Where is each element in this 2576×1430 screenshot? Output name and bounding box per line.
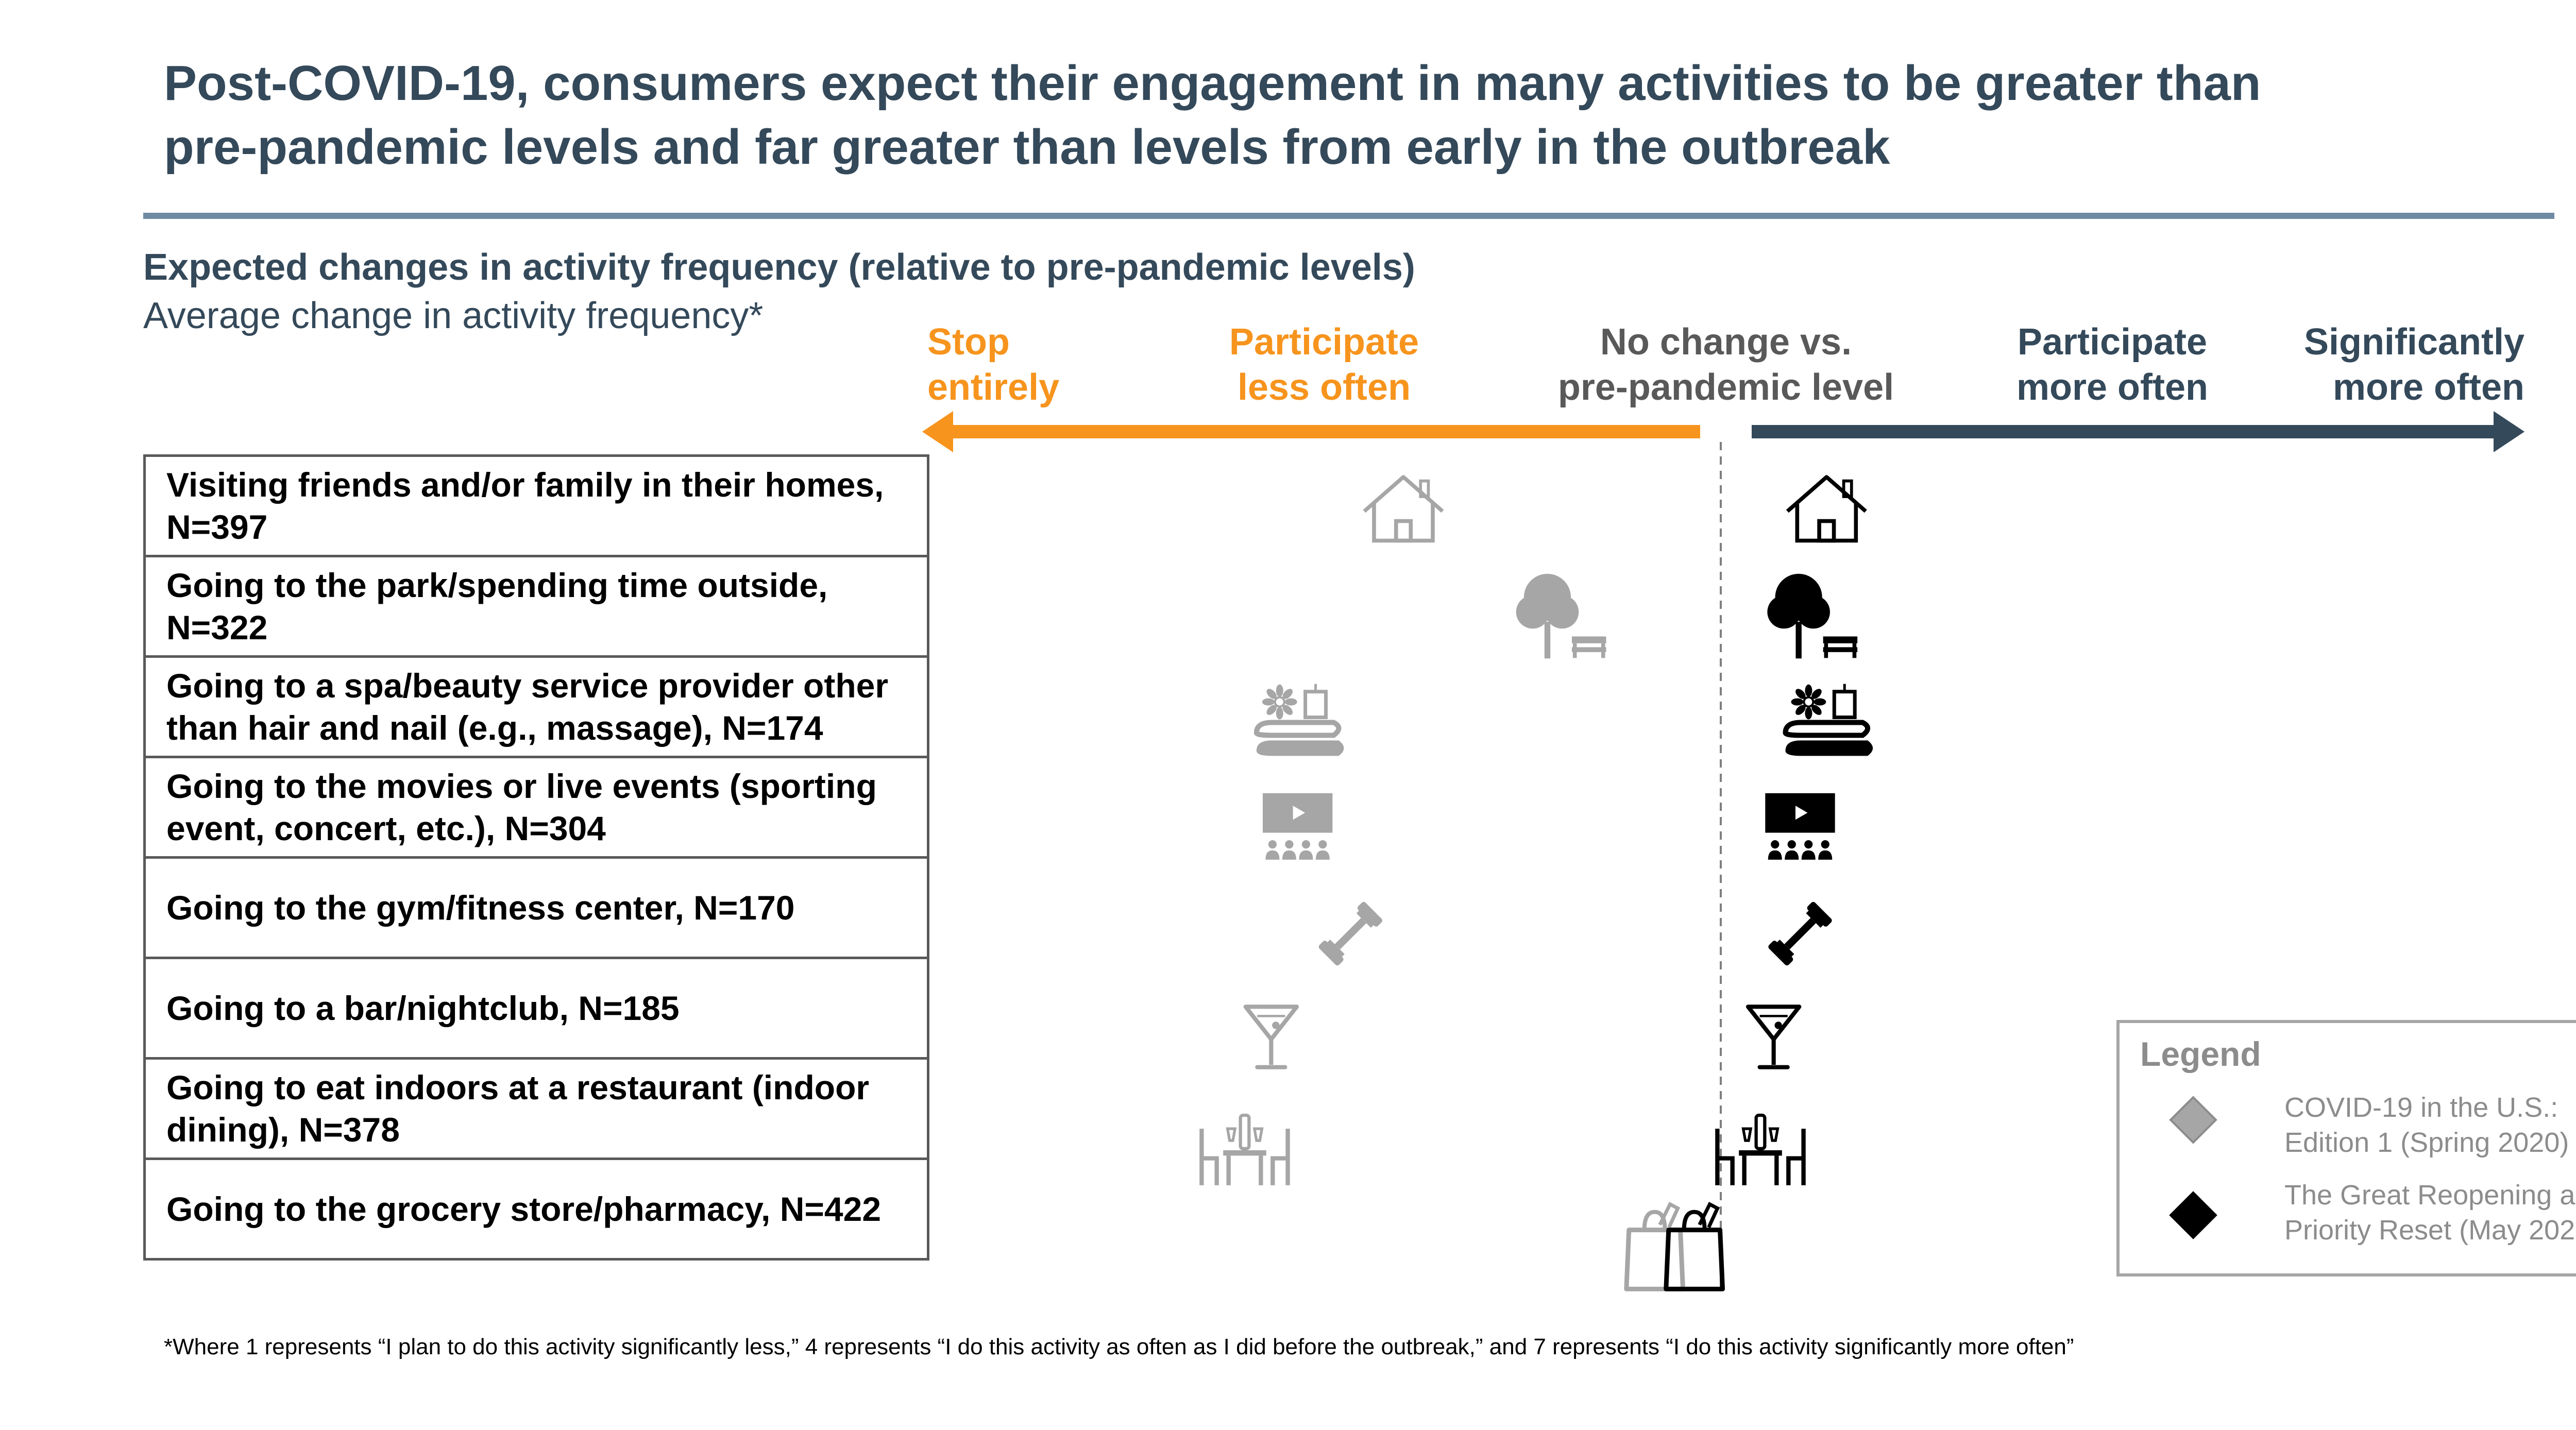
category-label: Visiting friends and/or family in their … <box>143 454 929 557</box>
table-row: Going to the park/spending time outside,… <box>143 555 929 658</box>
legend: Legend COVID-19 in the U.S.: Edition 1 (… <box>2116 1020 2576 1276</box>
category-label: Going to a spa/beauty service provider o… <box>143 655 929 758</box>
scale-label-less-often: Participate less often <box>1229 321 1419 408</box>
cinema-icon <box>1765 793 1835 860</box>
category-table: Visiting friends and/or family in their … <box>143 454 929 1261</box>
legend-title: Legend <box>2140 1035 2261 1073</box>
shopping-bag-icon <box>1624 1201 1686 1291</box>
table-row: Going to eat indoors at a restaurant (in… <box>143 1057 929 1160</box>
house-icon <box>1363 475 1444 543</box>
cinema-icon <box>1262 793 1333 860</box>
table-row: Going to the grocery store/pharmacy, N=4… <box>143 1157 929 1261</box>
title-line-1: Post-COVID-19, consumers expect their en… <box>164 56 2261 111</box>
category-label: Going to the park/spending time outside,… <box>143 555 929 658</box>
table-row: Going to a bar/nightclub, N=185 <box>143 957 929 1060</box>
scale-label-no-change: No change vs. pre-pandemic level <box>1557 321 1894 408</box>
tree-bench-icon <box>1516 573 1606 659</box>
scale-label-more-often: Participate more often <box>2016 321 2209 408</box>
title-line-2: pre-pandemic levels and far greater than… <box>164 120 1890 175</box>
legend-item-edition-1: COVID-19 in the U.S.: Edition 1 (Spring … <box>2284 1092 2569 1158</box>
category-label: Going to the movies or live events (spor… <box>143 756 929 859</box>
spa-icon <box>1253 684 1344 756</box>
arrow-less-head <box>922 411 953 452</box>
spa-icon <box>1783 684 1873 756</box>
scale-label-stop-entirely: Stop entirely <box>927 321 1060 408</box>
chart-subtitle-2: Average change in activity frequency* <box>143 295 764 336</box>
dining-table-icon <box>1199 1113 1290 1185</box>
table-row: Going to a spa/beauty service provider o… <box>143 655 929 758</box>
arrow-more-head <box>2494 411 2524 452</box>
legend-item-reopening: The Great Reopening and Priority Reset (… <box>2284 1180 2576 1246</box>
legend-black-diamond-icon <box>2169 1191 2217 1239</box>
category-label: Going to eat indoors at a restaurant (in… <box>143 1057 929 1160</box>
title-divider <box>143 213 2554 219</box>
dumbbell-icon <box>1768 901 1832 966</box>
shopping-bag-icon <box>1664 1201 1725 1291</box>
scale-label-significantly-more: Significantly more often <box>2303 321 2524 408</box>
dining-table-icon <box>1715 1113 1806 1185</box>
legend-grey-diamond-icon <box>2169 1096 2217 1144</box>
dumbbell-icon <box>1318 901 1382 966</box>
table-row: Going to the movies or live events (spor… <box>143 756 929 859</box>
chart-subtitle: Expected changes in activity frequency (… <box>143 247 1415 288</box>
category-label: Going to the grocery store/pharmacy, N=4… <box>143 1157 929 1261</box>
table-row: Going to the gym/fitness center, N=170 <box>143 856 929 959</box>
category-label: Going to a bar/nightclub, N=185 <box>143 957 929 1060</box>
footnote: *Where 1 represents “I plan to do this a… <box>164 1334 2074 1359</box>
table-row: Visiting friends and/or family in their … <box>143 454 929 557</box>
category-label: Going to the gym/fitness center, N=170 <box>143 856 929 959</box>
cocktail-icon <box>1243 1005 1299 1069</box>
tree-bench-icon <box>1767 573 1858 659</box>
cocktail-icon <box>1745 1005 1802 1069</box>
page-title: Post-COVID-19, consumers expect their en… <box>164 52 2576 179</box>
house-icon <box>1786 475 1867 543</box>
